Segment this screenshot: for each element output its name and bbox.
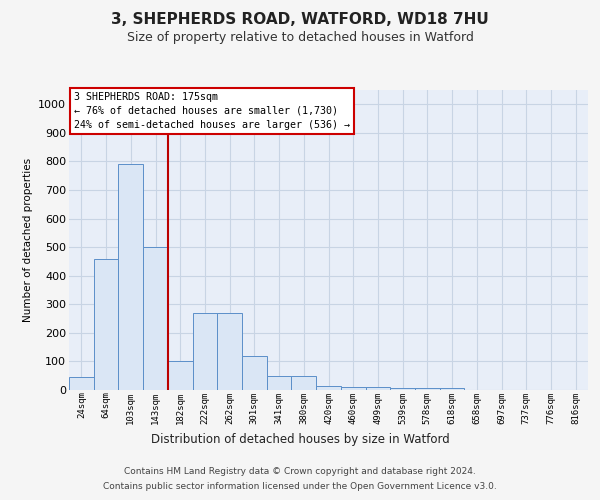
Bar — [316, 386, 341, 390]
Text: Distribution of detached houses by size in Watford: Distribution of detached houses by size … — [151, 432, 449, 446]
Text: 3, SHEPHERDS ROAD, WATFORD, WD18 7HU: 3, SHEPHERDS ROAD, WATFORD, WD18 7HU — [111, 12, 489, 28]
Text: 3 SHEPHERDS ROAD: 175sqm
← 76% of detached houses are smaller (1,730)
24% of sem: 3 SHEPHERDS ROAD: 175sqm ← 76% of detach… — [74, 92, 350, 130]
Bar — [242, 356, 267, 390]
Bar — [415, 388, 440, 390]
Bar — [69, 377, 94, 390]
Bar — [390, 388, 415, 390]
Text: Contains public sector information licensed under the Open Government Licence v3: Contains public sector information licen… — [103, 482, 497, 491]
Bar — [118, 164, 143, 390]
Y-axis label: Number of detached properties: Number of detached properties — [23, 158, 32, 322]
Bar — [267, 376, 292, 390]
Bar — [94, 258, 118, 390]
Text: Size of property relative to detached houses in Watford: Size of property relative to detached ho… — [127, 32, 473, 44]
Text: Contains HM Land Registry data © Crown copyright and database right 2024.: Contains HM Land Registry data © Crown c… — [124, 467, 476, 476]
Bar — [292, 376, 316, 390]
Bar — [365, 387, 390, 390]
Bar — [193, 313, 217, 390]
Bar — [217, 313, 242, 390]
Bar — [440, 388, 464, 390]
Bar — [143, 247, 168, 390]
Bar — [168, 362, 193, 390]
Bar — [341, 387, 365, 390]
